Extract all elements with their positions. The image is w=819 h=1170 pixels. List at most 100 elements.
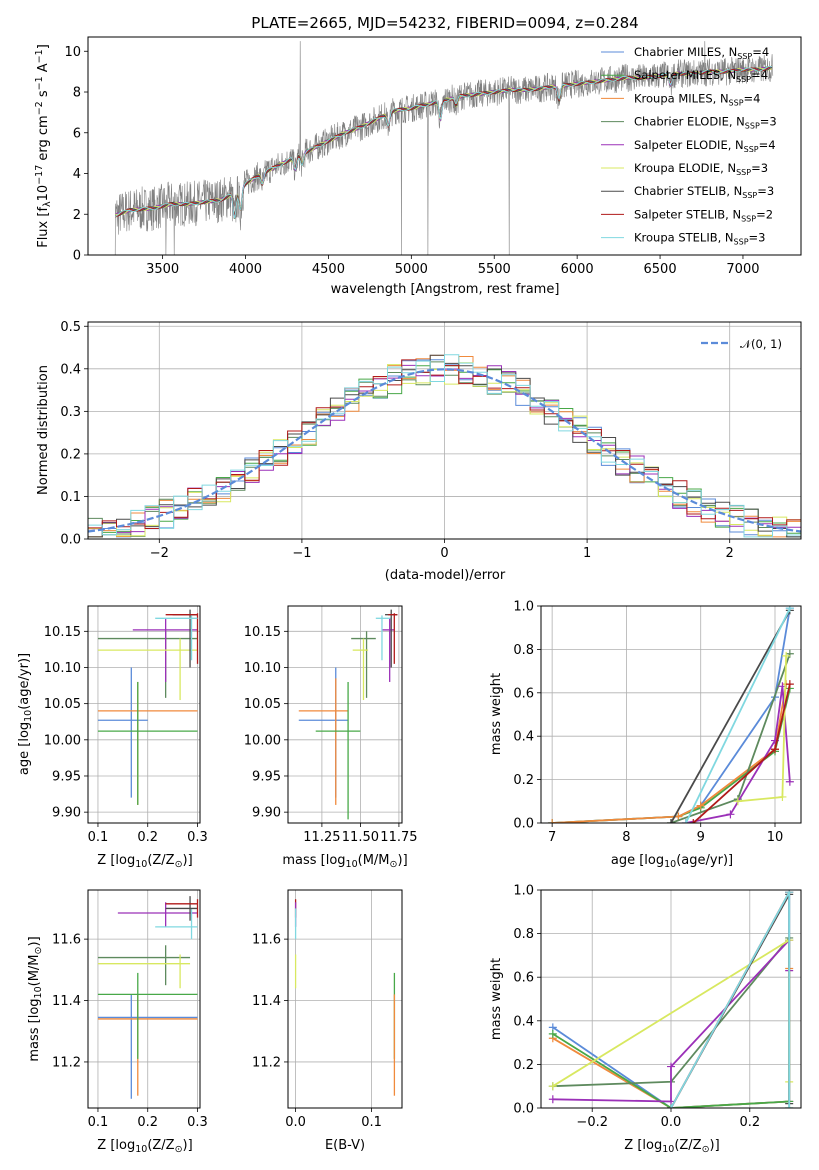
weight-vs-age-ylabel: mass weight — [489, 673, 504, 755]
age-vs-mass-ytick-label: 10.15 — [244, 625, 281, 640]
residuals-xtick-label: 0 — [440, 546, 448, 561]
weight-vs-Z-ytick-label: 0.6 — [513, 971, 534, 986]
weight-vs-age-ytick-label: 0.6 — [513, 686, 534, 701]
age-vs-mass-ytick-label: 10.10 — [244, 661, 281, 676]
age-vs-Z-xtick-label: 0.3 — [187, 830, 208, 845]
age-vs-mass-ytick-label: 9.95 — [252, 769, 281, 784]
weight-vs-age-marker-4-1 — [726, 810, 735, 819]
chart-spectrum: 3500 4000 4500 5000 5500 6000 6500 7000 0 2 4 6 8 10 — [64, 36, 802, 277]
age-vs-Z-ytick-label: 10.00 — [44, 733, 81, 748]
weight-vs-Z-plot-area — [548, 890, 794, 1108]
age-vs-Z-frame — [87, 605, 201, 824]
residuals-ytick-label: 0.4 — [60, 362, 81, 377]
spectrum-ytick-label: 4 — [73, 167, 81, 182]
age-vs-mass-xtick-label: 11.25 — [303, 830, 340, 845]
mass-vs-Z-xlabel: Z [log10​(Z/Z⊙​)] — [97, 1138, 192, 1155]
age-vs-Z-xtick-label: 0.2 — [137, 830, 158, 845]
weight-vs-age-marker-8-1 — [785, 606, 794, 613]
age-vs-mass-xtick-label: 11.50 — [342, 830, 379, 845]
residuals-legend: 𝒩(0, 1) — [701, 337, 782, 351]
mass-vs-Z-frame — [87, 889, 201, 1109]
residuals-xtick-label: −2 — [150, 546, 169, 561]
residuals-frame — [87, 321, 802, 540]
mass-vs-Z-ytick-label: 11.6 — [52, 933, 81, 948]
age-vs-Z-ytick-label: 9.90 — [52, 806, 81, 821]
weight-vs-age-marker-5-0 — [733, 797, 742, 806]
weight-vs-Z-frame — [540, 889, 802, 1109]
legend-label-2: Kroupa MILES, NSSP=4 — [634, 91, 760, 107]
weight-vs-age-marker-7-0 — [689, 819, 698, 823]
weight-vs-Z-xtick-label: 0.2 — [739, 1115, 760, 1130]
spectrum-model-7 — [115, 65, 773, 218]
weight-vs-age-ytick-label: 1.0 — [513, 600, 534, 615]
age-vs-Z-ytick-label: 10.15 — [44, 625, 81, 640]
weight-vs-age-line-0 — [552, 608, 791, 823]
residuals-ytick-label: 0.5 — [60, 320, 81, 335]
mass-vs-Z-xtick-label: 0.1 — [88, 1115, 109, 1130]
mass-vs-EBV-grid — [288, 890, 402, 1108]
residuals-ylabel: Normed distribution — [36, 365, 51, 495]
gaussian-legend-label: 𝒩(0, 1) — [740, 337, 782, 351]
age-vs-Z-xtick-label: 0.1 — [88, 830, 109, 845]
spectrum-ytick-label: 6 — [73, 126, 81, 141]
age-vs-mass-grid — [288, 606, 402, 823]
weight-vs-age-marker-2-0 — [548, 819, 557, 823]
mass-vs-Z-grid — [88, 890, 200, 1108]
spectrum-ytick-label: 2 — [73, 208, 81, 223]
weight-vs-age-xtick-label: 9 — [697, 830, 705, 845]
weight-vs-Z-ytick-label: 1.0 — [513, 884, 534, 899]
weight-vs-Z-marker-2-0 — [548, 1029, 557, 1038]
mass-vs-EBV-plot-area — [294, 899, 396, 1096]
weight-vs-Z-ytick-label: 0.4 — [513, 1014, 534, 1029]
chart-age-vs-mass: 11.25 11.50 11.75 9.90 9.95 10.00 10.05 10.10 10… — [244, 605, 418, 845]
mass-vs-Z-ytick-label: 11.2 — [52, 1055, 81, 1070]
legend-label-7: Salpeter STELIB, NSSP=2 — [634, 207, 773, 223]
age-vs-mass-frame — [287, 605, 403, 824]
legend-label-6: Chabrier STELIB, NSSP=3 — [634, 184, 774, 200]
spectrum-frame — [87, 36, 802, 256]
spectrum-xtick-label: 6500 — [644, 262, 677, 277]
weight-vs-age-marker-2-2 — [696, 801, 705, 810]
chart-weight-vs-age: 7 8 9 10 0.0 0.2 0.4 0.6 0.8 1.0 — [513, 600, 802, 845]
weight-vs-Z-marker-4-2 — [667, 1062, 675, 1071]
spectrum-xtick-label: 6000 — [561, 262, 594, 277]
legend-label-4: Salpeter ELODIE, NSSP=4 — [634, 138, 776, 154]
weight-vs-age-marker-7-2 — [785, 680, 794, 689]
weight-vs-age-marker-3-2 — [785, 649, 794, 658]
weight-vs-age-marker-7-1 — [771, 745, 779, 754]
spectrum-observed-data — [112, 41, 774, 255]
mass-vs-EBV-xtick-label: 0.1 — [361, 1115, 382, 1130]
weight-vs-age-ytick-label: 0.2 — [513, 773, 534, 788]
age-vs-mass-plot-area — [298, 609, 398, 820]
residuals-xtick-label: −1 — [292, 546, 311, 561]
spectrum-ytick-label: 10 — [64, 45, 81, 60]
residuals-ytick-label: 0.0 — [60, 533, 81, 548]
mass-vs-Z-plot-area — [97, 896, 199, 1099]
mass-vs-Z-xtick-label: 0.2 — [137, 1115, 158, 1130]
gaussian-curve — [88, 368, 801, 533]
weight-vs-Z-marker-8-2 — [785, 1104, 794, 1108]
legend-label-1: Salpeter MILES, NSSP=4 — [634, 68, 768, 84]
age-vs-mass-ytick-label: 10.05 — [244, 697, 281, 712]
weight-vs-Z-xtick-label: −0.2 — [576, 1115, 608, 1130]
spectrum-xtick-label: 4500 — [312, 262, 345, 277]
weight-vs-age-marker-2-1 — [674, 812, 683, 821]
weight-vs-age-line-8 — [685, 607, 791, 823]
spectrum-ytick-label: 0 — [73, 249, 81, 264]
age-vs-Z-ytick-label: 10.05 — [44, 697, 81, 712]
spectrum-xtick-label: 7000 — [726, 262, 759, 277]
weight-vs-age-xtick-label: 8 — [622, 830, 630, 845]
residual-histogram-8 — [88, 354, 801, 538]
residuals-ytick-label: 0.2 — [60, 447, 81, 462]
weight-vs-age-plot-area — [548, 606, 794, 823]
weight-vs-age-ytick-label: 0.4 — [513, 730, 534, 745]
age-vs-Z-xlabel: Z [log10​(Z/Z⊙​)] — [97, 853, 192, 870]
weight-vs-Z-marker-8-0 — [667, 1104, 675, 1108]
mass-vs-Z-xtick-label: 0.3 — [187, 1115, 208, 1130]
age-vs-Z-ytick-label: 9.95 — [52, 769, 81, 784]
mass-vs-Z-ytick-label: 11.4 — [52, 994, 81, 1009]
mass-vs-EBV-ytick-label: 11.4 — [252, 994, 281, 1009]
weight-vs-Z-marker-8-1 — [785, 890, 794, 897]
mass-vs-EBV-ytick-label: 11.2 — [252, 1055, 281, 1070]
